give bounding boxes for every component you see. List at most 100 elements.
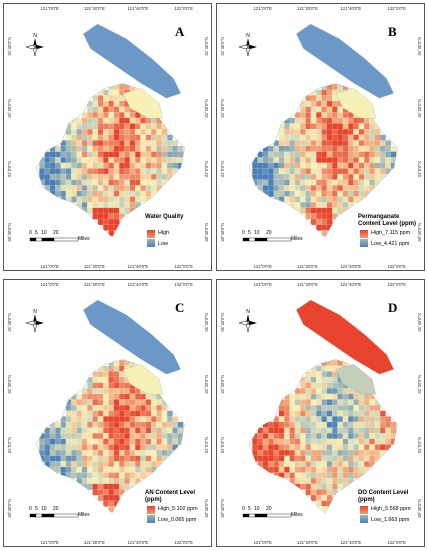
longitude-label: 121°40'0"E [340,6,362,11]
latitude-label: 30°40'0"N [7,223,12,242]
longitude-label: 122°0'0"E [174,540,193,545]
north-arrow-icon: N [238,309,257,333]
scale-tick-label: 5 [248,230,251,236]
longitude-label: 122°0'0"E [387,6,406,11]
longitude-label: 121°0'0"E [40,264,59,269]
longitude-label: 121°40'0"E [127,264,149,269]
scale-bar [242,237,292,242]
panel-letter: B [388,24,397,39]
north-arrow-icon: N [238,33,257,57]
latitude-label: 31°20'0"N [220,375,225,394]
longitude-label: 121°0'0"E [253,6,272,11]
legend-swatch-low [147,239,155,247]
longitude-label: 122°0'0"E [387,282,406,287]
legend-title: DO Content Level (ppm) [358,490,409,503]
longitude-label: 121°20'0"E [84,540,105,545]
latitude-label: 31°20'0"N [7,375,12,394]
legend-swatch-high [360,506,368,514]
scale-tick-label: 10 [41,230,47,236]
longitude-label: 121°0'0"E [253,264,272,269]
legend-title: Permanganate Content Level (ppm) [358,214,416,227]
latitude-label: 31°0'0"N [220,161,225,178]
scale-tick-label: 20 [53,506,59,512]
longitude-label: 122°0'0"E [174,6,193,11]
longitude-label: 121°0'0"E [40,540,59,545]
longitude-label: 121°40'0"E [340,540,362,545]
longitude-label: 122°0'0"E [174,264,193,269]
choropleth-map [35,299,185,514]
longitude-label: 121°20'0"E [297,540,318,545]
island-shape [122,364,163,395]
legend-swatch-high [147,230,155,238]
legend-high-label: High [158,230,170,236]
longitude-label: 121°40'0"E [127,6,149,11]
latitude-label: 31°0'0"N [220,437,225,454]
scale-tick-label: 5 [35,230,38,236]
latitude-label: 31°20'0"N [204,99,209,118]
legend-swatch-low [360,515,368,523]
longitude-label: 122°0'0"E [174,282,193,287]
scale-tick-label: 0 [29,230,32,236]
longitude-label: 121°20'0"E [297,264,318,269]
longitude-label: 121°20'0"E [297,282,318,287]
longitude-label: 122°0'0"E [387,264,406,269]
longitude-label: 121°20'0"E [84,282,105,287]
scale-bar [29,513,79,518]
chongming-island [295,299,395,375]
latitude-label: 31°40'0"N [7,313,12,332]
panel-letter: A [175,24,185,39]
legend-swatch-low [147,515,155,523]
scale-tick-label: 10 [41,506,47,512]
latitude-label: 31°20'0"N [204,375,209,394]
map-panel-c: 121°0'0"E 121°20'0"E 121°40'0"E 122°0'0"E 12… [3,279,212,547]
legend-high-label: High_5.102 ppm [158,506,198,512]
longitude-label: 121°0'0"E [253,540,272,545]
latitude-label: 30°40'0"N [220,499,225,518]
longitude-label: 121°0'0"E [40,282,59,287]
latitude-label: 31°40'0"N [417,37,422,56]
latitude-label: 31°20'0"N [417,99,422,118]
svg-text:N: N [246,309,250,315]
district-cells [252,84,397,237]
legend-title: AN Content Level (ppm) [145,490,196,503]
chongming-island [295,23,395,99]
scale-tick-label: 5 [248,506,251,512]
longitude-label: 121°40'0"E [127,282,149,287]
north-arrow-icon: N [25,33,44,57]
island-shape [122,88,163,119]
scale-tick-label: 0 [242,230,245,236]
latitude-label: 31°0'0"N [417,161,422,178]
latitude-label: 31°40'0"N [220,313,225,332]
legend-low-label: Low_1.663 ppm [371,517,410,523]
scale-bar [242,513,292,518]
latitude-label: 31°40'0"N [7,37,12,56]
latitude-label: 30°40'0"N [204,223,209,242]
legend-low-label: Low [158,241,168,247]
latitude-label: 30°40'0"N [220,223,225,242]
svg-text:N: N [33,309,37,315]
legend-high-label: High_7.115 ppm [371,230,411,236]
longitude-label: 122°0'0"E [387,540,406,545]
map-panel-d: 121°0'0"E 121°20'0"E 121°40'0"E 122°0'0"E 12… [216,279,425,547]
legend-high-label: High_5.568 ppm [371,506,411,512]
scale-tick-label: 5 [35,506,38,512]
legend-swatch-high [360,230,368,238]
svg-text:N: N [33,33,37,39]
scale-tick-label: 20 [53,230,59,236]
latitude-label: 31°0'0"N [7,161,12,178]
choropleth-map [248,299,398,514]
chongming-island [82,299,182,375]
longitude-label: 121°20'0"E [84,6,105,11]
legend-title: Water Quality [145,214,184,220]
longitude-label: 121°0'0"E [253,282,272,287]
scale-tick-label: 20 [266,230,272,236]
latitude-label: 31°0'0"N [204,161,209,178]
latitude-label: 31°0'0"N [417,437,422,454]
choropleth-map [35,23,185,238]
legend-low-label: Low_4.421 ppm [371,241,410,247]
scale-bar [29,237,79,242]
latitude-label: 31°20'0"N [417,375,422,394]
scale-unit: Miles [291,512,303,518]
longitude-label: 121°40'0"E [340,264,362,269]
latitude-label: 30°40'0"N [7,499,12,518]
